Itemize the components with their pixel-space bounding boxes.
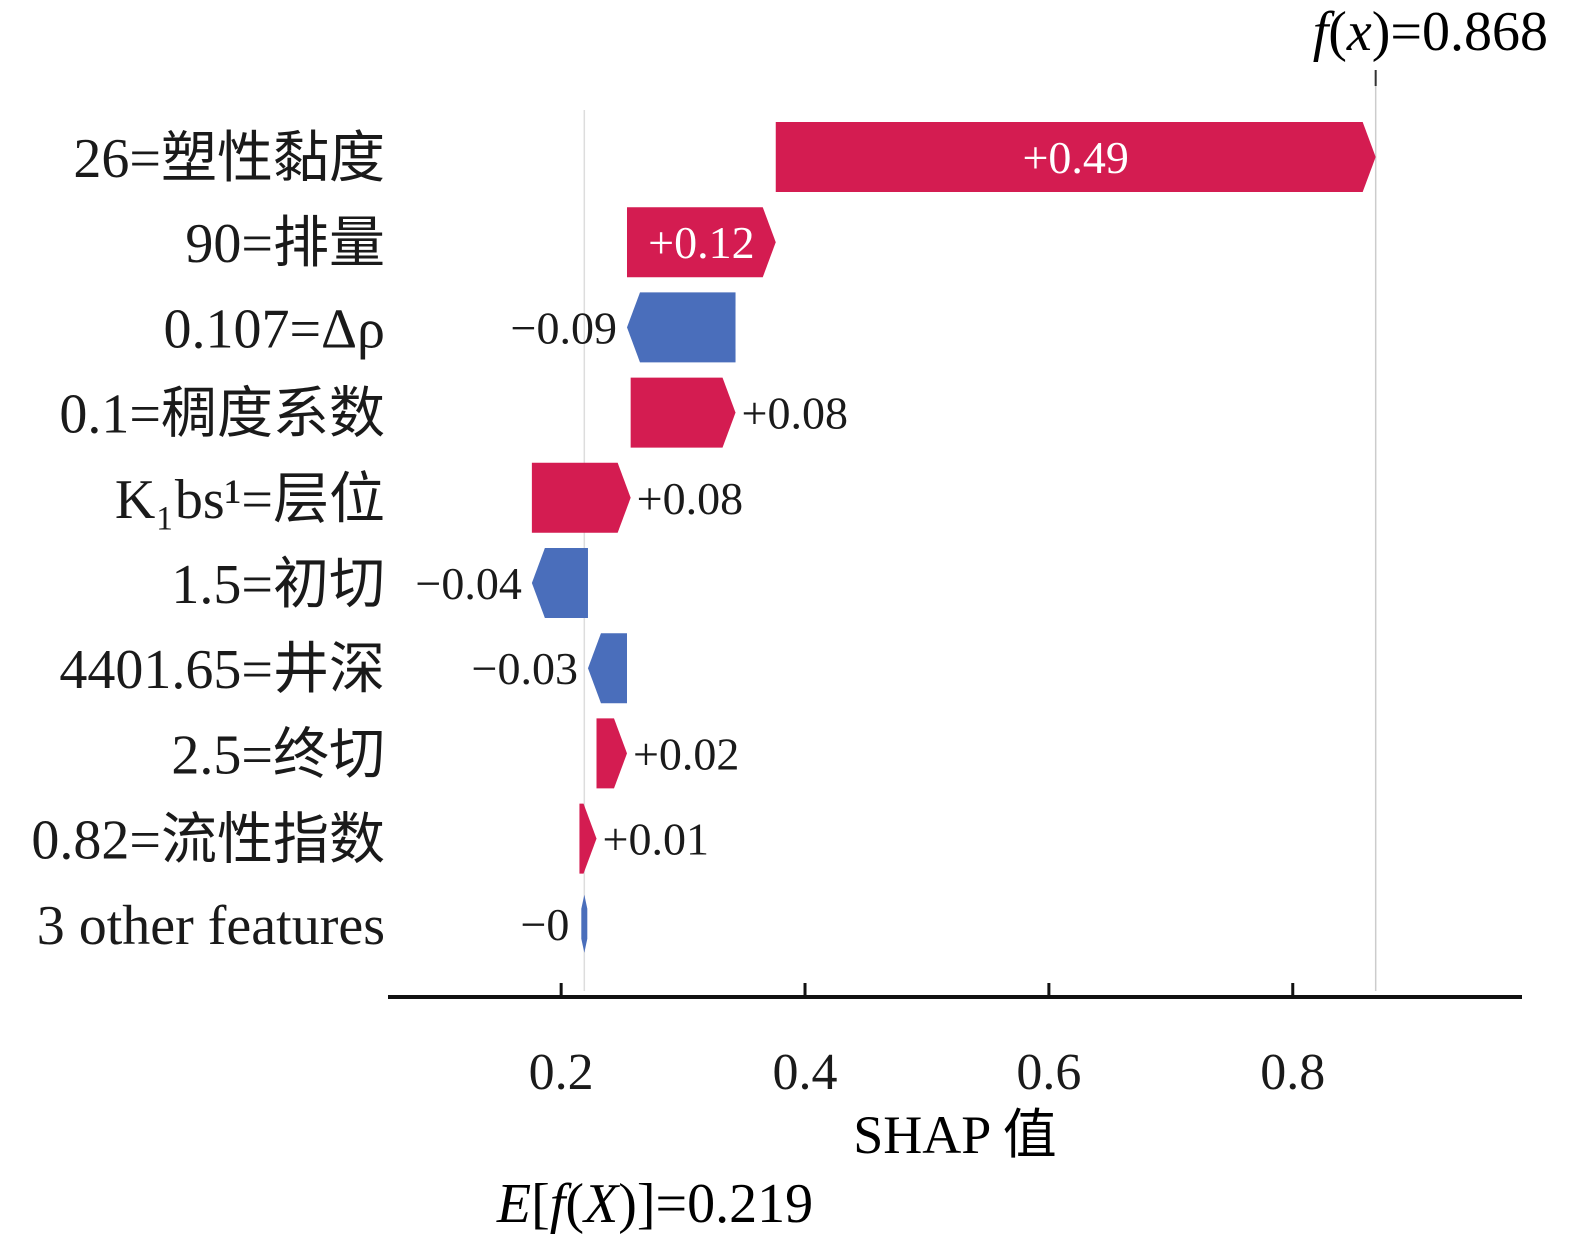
feature-label-1: 26=塑性黏度 xyxy=(73,128,385,190)
value-label-3: −0.09 xyxy=(511,302,617,353)
value-label-1: +0.49 xyxy=(1022,132,1128,183)
feature-label-10: 3 other features xyxy=(37,895,385,957)
feature-label-8: 2.5=终切 xyxy=(171,724,385,786)
feature-label-2: 90=排量 xyxy=(185,213,385,275)
bars-layer: 26=塑性黏度 +0.49 90=排量 +0.12 0.107=Δρ −0.09 0.1=稠… xyxy=(31,122,1376,957)
value-label-5: +0.08 xyxy=(637,473,743,524)
feature-label-5: K₁bs¹=层位 xyxy=(115,469,385,531)
bar-4 xyxy=(630,377,736,448)
bar-1 xyxy=(775,122,1376,192)
feature-label-6: 1.5=初切 xyxy=(171,554,385,616)
value-label-9: +0.01 xyxy=(603,814,709,865)
bar-2 xyxy=(626,207,776,278)
fx-label: f(x)=0.868 xyxy=(1313,1,1548,63)
value-label-4: +0.08 xyxy=(742,388,848,439)
bar-9 xyxy=(579,803,597,874)
x-tick-label-3: 0.6 xyxy=(1016,1044,1081,1101)
ex-label: E[f(X)]=0.219 xyxy=(496,1173,813,1235)
bar-8 xyxy=(596,718,627,789)
bar-10 xyxy=(581,894,588,953)
bar-3 xyxy=(626,292,736,363)
x-axis: 0.2 0.4 0.6 0.8 xyxy=(388,983,1522,1101)
bar-7 xyxy=(587,633,627,704)
x-axis-label: SHAP 值 xyxy=(853,1105,1057,1165)
feature-label-3: 0.107=Δρ xyxy=(163,298,385,360)
x-tick-label-4: 0.8 xyxy=(1260,1044,1325,1101)
value-label-8: +0.02 xyxy=(633,728,739,779)
value-label-6: −0.04 xyxy=(415,558,521,609)
feature-label-7: 4401.65=井深 xyxy=(59,639,385,701)
value-label-2: +0.12 xyxy=(648,217,754,268)
x-tick-label-2: 0.4 xyxy=(773,1044,838,1101)
x-tick-label-1: 0.2 xyxy=(529,1044,594,1101)
feature-label-9: 0.82=流性指数 xyxy=(31,810,385,872)
feature-label-4: 0.1=稠度系数 xyxy=(59,384,385,446)
bar-6 xyxy=(531,548,588,618)
value-label-10: −0 xyxy=(520,899,569,950)
value-label-7: −0.03 xyxy=(472,643,578,694)
bar-5 xyxy=(531,462,631,533)
